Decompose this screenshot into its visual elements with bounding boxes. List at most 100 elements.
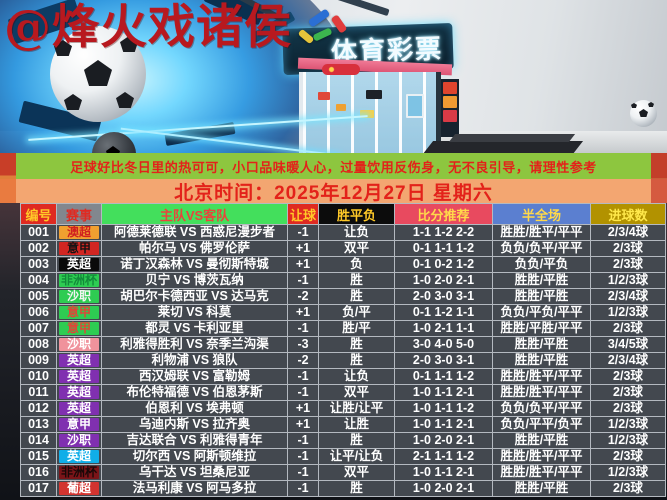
league-badge: 英超 bbox=[59, 354, 99, 367]
league-badge: 非洲杯 bbox=[59, 273, 99, 287]
league-badge: 英超 bbox=[59, 370, 99, 383]
teams-cell: 阿德莱德联 VS 西惑尼漫步者 bbox=[101, 224, 288, 241]
handicap-cell: -1 bbox=[287, 272, 319, 289]
teams-cell: 胡巴尔卡德西亚 VS 达马克 bbox=[101, 288, 288, 305]
half-full-cell: 负负/负平/平平 bbox=[492, 400, 591, 417]
league-cell: 英超 bbox=[56, 256, 102, 273]
wdl-cell: 胜 bbox=[318, 480, 395, 497]
half-full-cell: 负负/平负/平平 bbox=[492, 304, 591, 321]
column-header: 编号 bbox=[20, 203, 57, 225]
goals-cell: 1/2/3球 bbox=[590, 272, 666, 289]
league-cell: 沙职 bbox=[56, 432, 102, 449]
match-row: 009 英超 利物浦 VS 狼队 -2 胜 2-0 3-0 3-1 胜胜/平胜 2/3/4球 bbox=[20, 352, 666, 369]
league-badge: 非洲杯 bbox=[59, 465, 99, 479]
no-cell: 014 bbox=[20, 432, 57, 449]
league-cell: 意甲 bbox=[56, 304, 102, 321]
no-cell: 006 bbox=[20, 304, 57, 321]
league-badge: 英超 bbox=[59, 450, 99, 463]
store-small-sign bbox=[322, 64, 360, 75]
match-row: 014 沙职 吉达联合 VS 利雅得青年 -1 胜 1-0 2-0 2-1 胜胜/平胜 1/2… bbox=[20, 432, 666, 449]
handicap-cell: -3 bbox=[287, 336, 319, 353]
league-cell: 葡超 bbox=[56, 480, 102, 497]
datetime-bar: 北京时间：2025年12月27日 星期六 bbox=[0, 179, 667, 204]
window-poster bbox=[360, 110, 374, 118]
score-cell: 0-1 0-2 1-2 bbox=[394, 256, 493, 273]
score-cell: 1-0 2-1 1-1 bbox=[394, 320, 493, 337]
league-cell: 英超 bbox=[56, 384, 102, 401]
league-cell: 意甲 bbox=[56, 320, 102, 337]
hero-banner: 体育彩票 @烽火戏诸侯 bbox=[0, 0, 667, 153]
half-full-cell: 胜胜/胜平/平平 bbox=[492, 224, 591, 241]
goals-cell: 2/3球 bbox=[590, 240, 666, 257]
league-cell: 英超 bbox=[56, 352, 102, 369]
wdl-cell: 让负 bbox=[318, 368, 395, 385]
half-full-cell: 负负/负平/平平 bbox=[492, 240, 591, 257]
handicap-cell: +1 bbox=[287, 256, 319, 273]
half-full-cell: 胜胜/胜平/平平 bbox=[492, 448, 591, 465]
goals-cell: 2/3/4球 bbox=[590, 288, 666, 305]
teams-cell: 莱切 VS 科莫 bbox=[101, 304, 288, 321]
column-header: 胜平负 bbox=[318, 203, 395, 225]
half-full-cell: 胜胜/平胜 bbox=[492, 336, 591, 353]
column-header: 半全场 bbox=[492, 203, 591, 225]
wdl-cell: 负 bbox=[318, 256, 395, 273]
handicap-cell: -1 bbox=[287, 464, 319, 481]
teams-cell: 利雅得胜利 VS 奈季兰沟渠 bbox=[101, 336, 288, 353]
matches-table-section: 编号 赛事 主队VS客队 让球 胜平负 比分推荐 半全场 进球数 001 澳超 阿德莱德联 VS … bbox=[0, 203, 667, 500]
no-cell: 016 bbox=[20, 464, 57, 481]
handicap-cell: -1 bbox=[287, 368, 319, 385]
score-cell: 0-1 1-1 1-2 bbox=[394, 368, 493, 385]
teams-cell: 布伦特福德 VS 伯恩茅斯 bbox=[101, 384, 288, 401]
handicap-cell: -1 bbox=[287, 448, 319, 465]
teams-cell: 吉达联合 VS 利雅得青年 bbox=[101, 432, 288, 449]
half-full-cell: 胜胜/胜平/平平 bbox=[492, 464, 591, 481]
goals-cell: 2/3球 bbox=[590, 448, 666, 465]
notice-text: 足球好比冬日里的热可可，小口品味暖人心，过量饮用反伤身，无不良引导，请理性参考 bbox=[70, 159, 597, 175]
left-edge-blur bbox=[0, 153, 16, 203]
league-badge: 英超 bbox=[59, 258, 99, 271]
league-badge: 沙职 bbox=[59, 434, 99, 447]
half-full-cell: 胜胜/胜平/平平 bbox=[492, 368, 591, 385]
handicap-cell: +1 bbox=[287, 304, 319, 321]
watermark-text: @烽火戏诸侯 bbox=[4, 0, 292, 55]
soccer-ball-icon bbox=[630, 100, 657, 127]
glass-shard bbox=[330, 0, 390, 17]
half-full-cell: 负负/平负 bbox=[492, 256, 591, 273]
goals-cell: 2/3球 bbox=[590, 480, 666, 497]
no-cell: 008 bbox=[20, 336, 57, 353]
score-cell: 1-0 2-0 2-1 bbox=[394, 432, 493, 449]
league-badge: 英超 bbox=[59, 402, 99, 415]
league-cell: 意甲 bbox=[56, 240, 102, 257]
teams-cell: 西汉姆联 VS 富勒姆 bbox=[101, 368, 288, 385]
wdl-cell: 双平 bbox=[318, 240, 395, 257]
handicap-cell: +1 bbox=[287, 400, 319, 417]
half-full-cell: 胜胜/胜平/平平 bbox=[492, 384, 591, 401]
goals-cell: 2/3球 bbox=[590, 256, 666, 273]
league-badge: 英超 bbox=[59, 386, 99, 399]
half-full-cell: 胜胜/平胜 bbox=[492, 288, 591, 305]
league-cell: 英超 bbox=[56, 448, 102, 465]
no-cell: 001 bbox=[20, 224, 57, 241]
match-row: 006 意甲 莱切 VS 科莫 +1 负/平 0-1 1-2 1-1 负负/平负/平平 1/2… bbox=[20, 304, 666, 321]
score-cell: 0-1 1-2 1-1 bbox=[394, 304, 493, 321]
half-full-cell: 胜胜/平胜 bbox=[492, 480, 591, 497]
league-badge: 葡超 bbox=[59, 482, 99, 495]
teams-cell: 诺丁汉森林 VS 曼彻斯特城 bbox=[101, 256, 288, 273]
table-header-row: 编号 赛事 主队VS客队 让球 胜平负 比分推荐 半全场 进球数 bbox=[20, 203, 666, 225]
handicap-cell: -2 bbox=[287, 352, 319, 369]
wdl-cell: 胜/平 bbox=[318, 320, 395, 337]
no-cell: 007 bbox=[20, 320, 57, 337]
half-full-cell: 胜胜/平胜 bbox=[492, 352, 591, 369]
notice-bars: 足球好比冬日里的热可可，小口品味暖人心，过量饮用反伤身，无不良引导，请理性参考 … bbox=[0, 153, 667, 204]
league-cell: 非洲杯 bbox=[56, 272, 102, 289]
league-cell: 英超 bbox=[56, 400, 102, 417]
datetime-text: 北京时间：2025年12月27日 星期六 bbox=[174, 182, 493, 204]
teams-cell: 帕尔马 VS 佛罗伦萨 bbox=[101, 240, 288, 257]
match-row: 004 非洲杯 贝宁 VS 博茨瓦纳 -1 胜 1-0 2-0 2-1 胜胜/平胜 1/2/3… bbox=[20, 272, 666, 289]
goals-cell: 1/2/3球 bbox=[590, 432, 666, 449]
store-steps bbox=[422, 141, 584, 153]
league-cell: 沙职 bbox=[56, 336, 102, 353]
score-cell: 1-0 1-1 1-2 bbox=[394, 400, 493, 417]
wdl-cell: 双平 bbox=[318, 464, 395, 481]
